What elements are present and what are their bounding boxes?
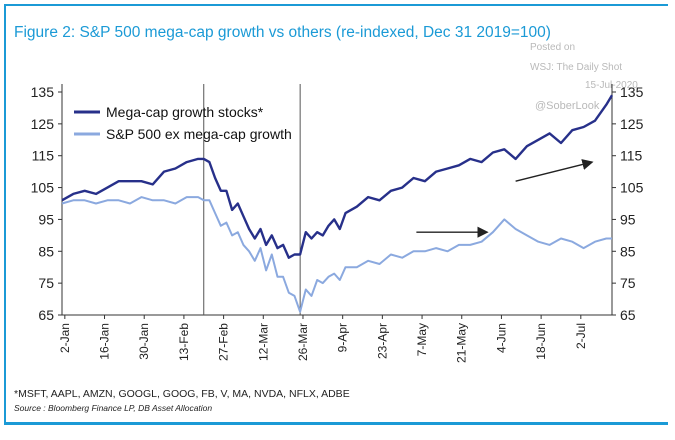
y-tick-label-left: 65	[38, 307, 54, 323]
chart-title: Figure 2: S&P 500 mega-cap growth vs oth…	[14, 24, 551, 41]
x-tick-label: 21-May	[455, 323, 469, 363]
frame-bottom-border	[4, 422, 668, 425]
y-tick-label-right: 125	[620, 116, 644, 132]
x-tick-label: 2-Jan	[58, 323, 72, 353]
watermark-date: 15-Jul-2020	[585, 80, 638, 91]
series-line-mega-cap	[61, 94, 614, 259]
y-tick-label-right: 75	[620, 275, 636, 291]
trend-arrow	[515, 159, 594, 182]
y-tick-label-right: 135	[620, 84, 644, 100]
y-tick-label-left: 85	[38, 243, 54, 259]
x-tick-label: 13-Feb	[177, 323, 191, 361]
frame-top-border	[4, 4, 668, 6]
y-tick-label-left: 125	[31, 116, 55, 132]
x-tick-label: 27-Feb	[217, 323, 231, 361]
y-tick-label-left: 95	[38, 211, 54, 227]
y-tick-label-right: 115	[620, 148, 643, 164]
legend-label: S&P 500 ex mega-cap growth	[106, 126, 292, 142]
frame-left-border	[4, 4, 6, 424]
x-tick-label: 2-Jul	[574, 323, 588, 349]
y-tick-label-right: 85	[620, 243, 636, 259]
series-line-ex-mega-cap	[61, 196, 612, 313]
legend-label: Mega-cap growth stocks*	[106, 104, 264, 120]
x-tick-label: 7-May	[415, 323, 429, 356]
x-tick-label: 16-Jan	[98, 323, 112, 360]
x-tick-label: 18-Jun	[534, 323, 548, 360]
y-tick-label-left: 135	[31, 84, 55, 100]
footnote: *MSFT, AAPL, AMZN, GOOGL, GOOG, FB, V, M…	[14, 388, 350, 400]
y-tick-label-right: 95	[620, 211, 636, 227]
y-tick-label-left: 75	[38, 275, 54, 291]
x-tick-label: 30-Jan	[137, 323, 151, 360]
y-tick-label-left: 115	[32, 148, 55, 164]
y-tick-label-right: 65	[620, 307, 636, 323]
x-tick-label: 9-Apr	[336, 323, 350, 352]
watermark-handle: @SoberLook	[535, 100, 600, 112]
x-tick-label: 26-Mar	[296, 323, 310, 361]
x-tick-label: 4-Jun	[494, 323, 508, 353]
x-tick-label: 12-Mar	[256, 323, 270, 361]
watermark-posted: Posted on	[530, 42, 576, 53]
y-tick-label-left: 105	[31, 180, 55, 196]
watermark-outlet: WSJ: The Daily Shot	[530, 62, 623, 73]
x-tick-label: 23-Apr	[375, 323, 389, 359]
source-note: Source : Bloomberg Finance LP, DB Asset …	[14, 403, 213, 413]
y-tick-label-right: 105	[620, 180, 644, 196]
